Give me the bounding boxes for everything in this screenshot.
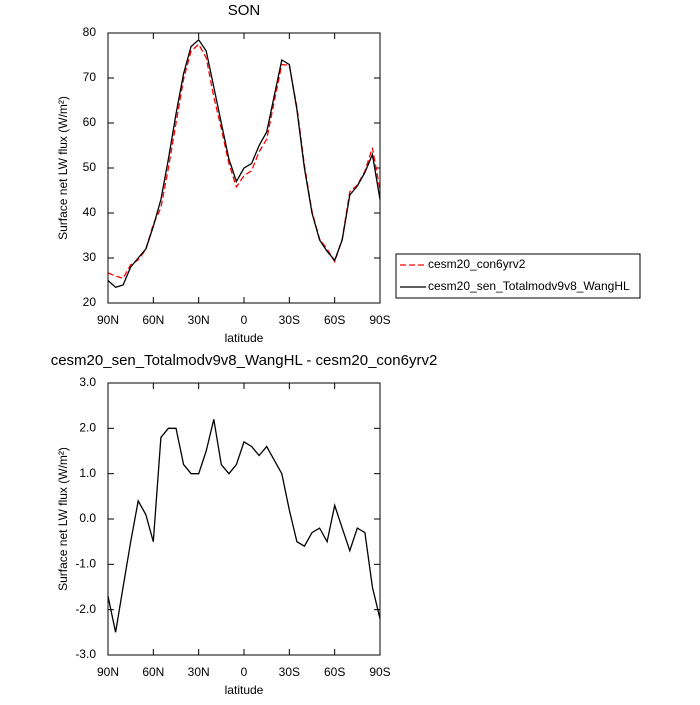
x-tick-label: 30S bbox=[279, 665, 300, 679]
data-line bbox=[107, 419, 381, 633]
x-axis-label: latitude bbox=[225, 331, 264, 345]
x-tick-label: 60S bbox=[324, 313, 345, 327]
x-tick-label: 90N bbox=[97, 665, 119, 679]
chart-title: SON bbox=[228, 2, 261, 19]
x-tick-label: 90S bbox=[369, 313, 390, 327]
plot-frame bbox=[107, 32, 381, 304]
data-line bbox=[107, 38, 381, 289]
y-tick-label: 30 bbox=[83, 250, 97, 264]
y-tick-label: -2.0 bbox=[75, 602, 96, 616]
y-tick-label: 2.0 bbox=[79, 421, 96, 435]
plot-frame bbox=[107, 382, 381, 656]
legend-box bbox=[395, 253, 641, 299]
x-tick-label: 90S bbox=[369, 665, 390, 679]
x-tick-label: 60N bbox=[142, 313, 164, 327]
y-tick-label: 40 bbox=[83, 205, 97, 219]
y-tick-label: 20 bbox=[83, 295, 97, 309]
x-tick-label: 90N bbox=[97, 313, 119, 327]
x-tick-label: 60N bbox=[142, 665, 164, 679]
x-tick-label: 0 bbox=[241, 313, 248, 327]
x-axis-label: latitude bbox=[225, 683, 264, 697]
y-tick-label: 70 bbox=[83, 70, 97, 84]
x-tick-label: 30S bbox=[279, 313, 300, 327]
legend-label: cesm20_con6yrv2 bbox=[428, 257, 526, 271]
x-tick-label: 30N bbox=[188, 313, 210, 327]
y-tick-label: -3.0 bbox=[75, 647, 96, 661]
y-tick-label: 80 bbox=[83, 25, 97, 39]
chart-title: cesm20_sen_Totalmodv9v8_WangHL - cesm20_… bbox=[51, 352, 438, 369]
y-axis-label: Surface net LW flux (W/m²) bbox=[56, 96, 70, 240]
data-line bbox=[107, 43, 381, 280]
y-tick-label: 0.0 bbox=[79, 511, 96, 525]
y-tick-label: -1.0 bbox=[75, 557, 96, 571]
y-tick-label: 60 bbox=[83, 115, 97, 129]
y-tick-label: 50 bbox=[83, 160, 97, 174]
y-tick-label: 3.0 bbox=[79, 375, 96, 389]
y-axis-label: Surface net LW flux (W/m²) bbox=[56, 447, 70, 591]
y-tick-label: 1.0 bbox=[79, 466, 96, 480]
x-tick-label: 30N bbox=[188, 665, 210, 679]
legend-label: cesm20_sen_Totalmodv9v8_WangHL bbox=[428, 279, 630, 293]
x-tick-label: 60S bbox=[324, 665, 345, 679]
x-tick-label: 0 bbox=[241, 665, 248, 679]
